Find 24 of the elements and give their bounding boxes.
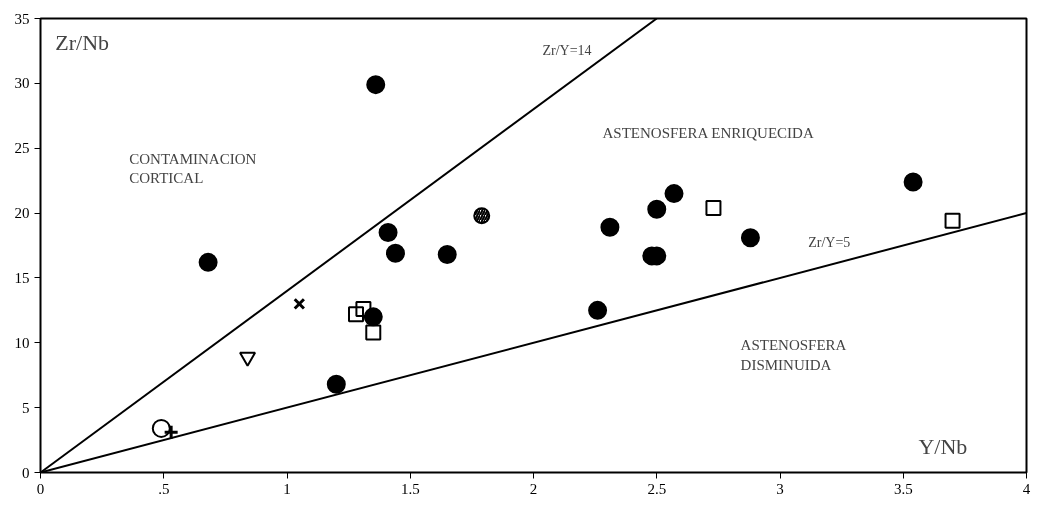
y-axis-title: Zr/Nb bbox=[55, 29, 110, 55]
y-tick-label: 25 bbox=[14, 140, 30, 157]
y-tick-label: 35 bbox=[14, 10, 30, 27]
y-tick-label: 5 bbox=[22, 399, 30, 416]
x-tick-label: 4 bbox=[1022, 480, 1031, 497]
annotation: ASTENOSFERA DISMINUIDA bbox=[740, 337, 847, 373]
annotation: CONTAMINACION CORTICAL bbox=[129, 151, 257, 187]
y-tick-label: 30 bbox=[14, 75, 30, 92]
x-tick-label: 1 bbox=[283, 480, 291, 497]
x-tick-label: 1.5 bbox=[400, 480, 420, 497]
x-tick-label: 0 bbox=[36, 480, 45, 497]
y-tick-label: 20 bbox=[14, 205, 30, 222]
x-tick-label: 2.5 bbox=[647, 480, 667, 497]
y-tick-label: 10 bbox=[14, 334, 30, 351]
x-axis-title: Y/Nb bbox=[918, 433, 968, 459]
series-label: Zr/Y=5 bbox=[808, 235, 851, 251]
x-tick-label: 3 bbox=[776, 480, 784, 497]
x-tick-label: 2 bbox=[529, 480, 538, 497]
series-label: Zr/Y=14 bbox=[542, 42, 592, 58]
x-tick-label: 3.5 bbox=[893, 480, 913, 497]
annotation: ASTENOSFERA ENRIQUECIDA bbox=[602, 125, 814, 142]
x-tick-label: .5 bbox=[158, 480, 170, 497]
y-tick-label: 0 bbox=[22, 464, 30, 481]
y-tick-label: 15 bbox=[14, 269, 30, 286]
